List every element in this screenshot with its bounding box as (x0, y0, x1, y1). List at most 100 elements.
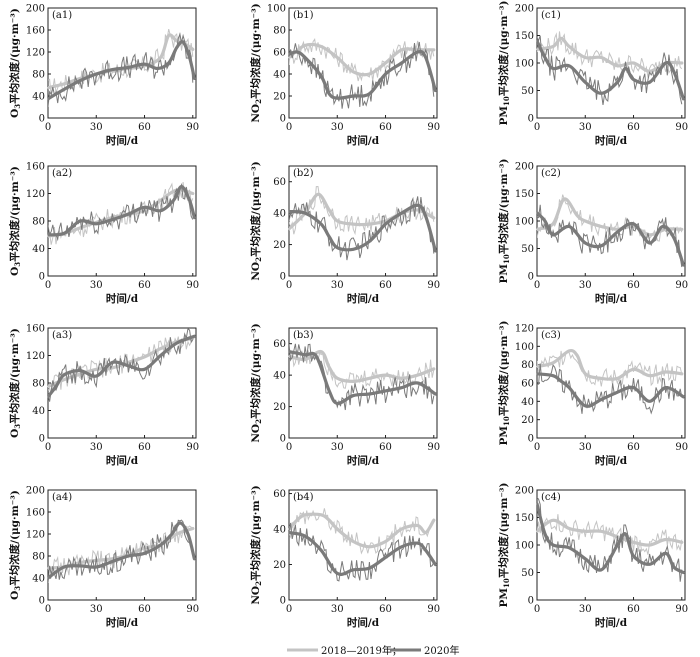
x-tick-label: 30 (579, 442, 592, 453)
series-2-point (384, 556, 387, 559)
series-1-point (328, 519, 331, 521)
panel-label: (b3) (293, 330, 314, 341)
series-2-point (384, 390, 387, 392)
series-1-point (424, 531, 427, 534)
series-2-point (171, 533, 173, 535)
series-1-point (681, 373, 683, 375)
y-tick-label: 0 (528, 114, 534, 125)
series-1-daily-line (48, 334, 194, 395)
series-2-point (320, 549, 323, 552)
x-axis-title: 时间/d (595, 292, 628, 305)
series-2-point (188, 56, 191, 59)
y-tick-label: 0 (280, 596, 286, 607)
panel-b3: 0 30 60 90 0 20 40 60 (b3) 时间/d NO2平均浓度/(μg·m⁻³) (249, 323, 440, 467)
series-2-point (424, 56, 427, 59)
y-axis-title: NO2平均浓度/(μg·m⁻³) (249, 3, 263, 122)
series-2-point (661, 225, 664, 228)
series-1-point (47, 567, 49, 569)
series-2-point (187, 533, 189, 535)
series-2-point (111, 361, 114, 364)
y-tick-label: 100 (515, 342, 534, 353)
series-2-point (416, 51, 419, 53)
series-2-point (368, 393, 371, 395)
y-tick-label: 0 (39, 596, 45, 607)
plot-frame (288, 327, 438, 439)
panel-label: (b4) (293, 492, 314, 503)
series-2-point (616, 231, 619, 233)
y-tick-label: 20 (273, 92, 286, 103)
series-2-point (143, 368, 146, 371)
series-2-point (664, 62, 667, 64)
series-2-point (304, 535, 306, 537)
series-1-point (111, 558, 114, 560)
series-2-point (536, 212, 538, 214)
y-tick-label: 0 (280, 434, 286, 445)
x-tick-label: 90 (427, 604, 440, 615)
series-2-point (552, 67, 554, 70)
x-axis-title: 时间/d (106, 292, 139, 305)
x-tick-label: 90 (186, 122, 199, 133)
series-1-point (584, 220, 587, 222)
panel-c2: 0 30 60 90 0 50 100 150 200 (c2) 时间/d PM10平均浓度/(μg·… (497, 159, 688, 306)
series-1-point (536, 530, 538, 533)
panel-b2: 0 30 60 90 0 20 40 60 (b2) 时间/d NO2平均浓度/(μg·m⁻³) (249, 161, 440, 305)
series-1-point (576, 354, 578, 357)
series-1-point (79, 227, 81, 229)
series-1-point (192, 48, 194, 51)
series-2-point (384, 73, 387, 75)
series-2-point (434, 89, 437, 92)
series-1-point (563, 198, 566, 200)
series-2-point (143, 63, 146, 65)
y-tick-label: 60 (521, 379, 534, 390)
x-tick-label: 0 (534, 280, 540, 291)
series-2-point (682, 264, 685, 266)
series-2-point (584, 242, 587, 244)
series-1-point (616, 228, 619, 231)
series-2-point (584, 558, 587, 560)
series-1-point (552, 519, 554, 522)
series-2-point (143, 206, 146, 209)
series-1-point (167, 34, 170, 37)
series-2-point (143, 552, 146, 555)
x-tick-label: 90 (427, 122, 440, 133)
x-tick-label: 30 (579, 280, 592, 291)
y-tick-label: 50 (521, 568, 534, 579)
x-tick-label: 0 (286, 122, 292, 133)
series-1-point (536, 48, 538, 51)
x-tick-label: 0 (534, 122, 540, 133)
series-2-point (288, 210, 290, 213)
y-tick-label: 20 (273, 240, 286, 251)
y-tick-label: 40 (32, 244, 45, 255)
x-axis-title: 时间/d (347, 616, 380, 629)
panel-a4: 0 30 60 90 0 40 80 120 160 200 (a4) 时间/d O3平均浓度/(μg·… (8, 486, 199, 630)
series-2-point (182, 41, 184, 43)
x-tick-label: 0 (286, 604, 292, 615)
series-2-point (159, 354, 162, 357)
series-2-point (336, 97, 339, 99)
panel-label: (c1) (541, 10, 561, 21)
series-2-point (304, 212, 306, 214)
panel-label: (a2) (52, 168, 72, 179)
series-2-smooth-line (537, 211, 685, 267)
series-2-point (568, 65, 570, 67)
x-axis-title: 时间/d (595, 454, 628, 467)
series-2-smooth-line (537, 39, 685, 101)
y-tick-label: 150 (515, 513, 534, 524)
series-2-point (336, 572, 339, 575)
series-1-point (320, 514, 323, 516)
y-tick-label: 100 (515, 217, 534, 228)
panel-a3: 0 30 60 90 0 40 80 120 160 (a3) 时间/d O3平均浓度/(μg·m⁻³… (8, 324, 199, 468)
x-tick-label: 0 (45, 280, 51, 291)
series-1-point (416, 209, 419, 211)
x-tick-label: 30 (331, 280, 344, 291)
series-1-point (552, 45, 554, 48)
series-1-point (568, 527, 570, 530)
series-1-point (352, 380, 355, 383)
x-tick-label: 0 (45, 122, 51, 133)
series-1-point (304, 44, 306, 47)
series-1-point (352, 540, 355, 543)
y-tick-label: 160 (26, 324, 45, 335)
series-2-point (672, 70, 675, 73)
y-tick-label: 60 (273, 489, 286, 500)
series-1-point (552, 223, 554, 225)
